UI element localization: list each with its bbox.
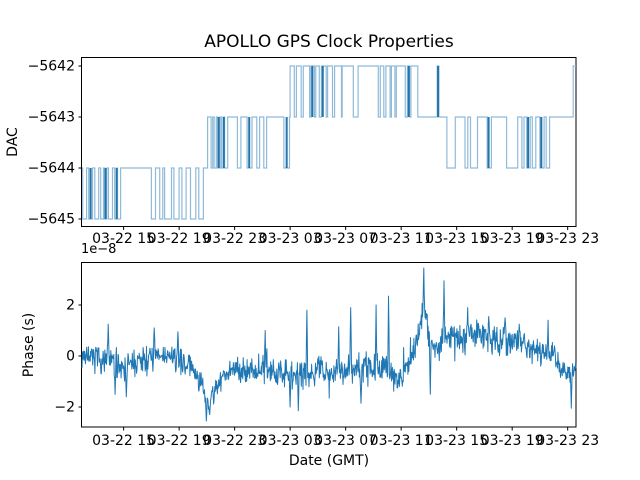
y-axis-label-phase: Phase (s) [21, 313, 37, 377]
x-tick-label: 03-23 07 [314, 231, 377, 247]
x-tick-label: 03-22 19 [148, 433, 211, 449]
dac-step-line [82, 65, 576, 220]
offset-text-1e-8: 1e−8 [81, 242, 116, 257]
x-tick-label: 03-22 15 [92, 433, 155, 449]
phase-series [81, 267, 577, 422]
x-tick-label: 03-23 11 [370, 433, 433, 449]
x-axis-label: Date (GMT) [289, 453, 369, 469]
phase-axes-frame [81, 262, 577, 428]
x-tick-label: 03-23 03 [259, 433, 322, 449]
y-tick-label: 2 [66, 298, 75, 314]
x-tick-label: 03-22 23 [203, 433, 266, 449]
y-tick-label: −2 [54, 400, 75, 416]
y-axis-label-dac: DAC [5, 127, 21, 157]
x-tick-label: 03-23 15 [425, 433, 488, 449]
x-tick-label: 03-23 03 [259, 231, 322, 247]
x-tick-label: 03-23 15 [425, 231, 488, 247]
dac-step-series [82, 65, 576, 220]
x-tick-label: 03-22 19 [148, 231, 211, 247]
phase-line [81, 267, 577, 422]
x-tick-label: 03-23 07 [314, 433, 377, 449]
y-tick-label: −5643 [28, 110, 75, 126]
x-tick-label: 03-23 19 [481, 433, 544, 449]
x-tick-label: 03-23 23 [536, 231, 599, 247]
x-tick-label: 03-23 11 [370, 231, 433, 247]
x-tick-label: 03-22 23 [203, 231, 266, 247]
dac-axes-frame [81, 57, 577, 227]
chart-title: APOLLO GPS Clock Properties [204, 32, 454, 52]
x-tick-label: 03-23 23 [536, 433, 599, 449]
x-tick-label: 03-22 15 [92, 231, 155, 247]
x-tick-label: 03-23 19 [481, 231, 544, 247]
y-tick-label: −5644 [28, 161, 75, 177]
y-tick-label: −5642 [28, 59, 75, 75]
y-tick-label: 0 [66, 349, 75, 365]
y-tick-label: −5645 [28, 212, 75, 228]
